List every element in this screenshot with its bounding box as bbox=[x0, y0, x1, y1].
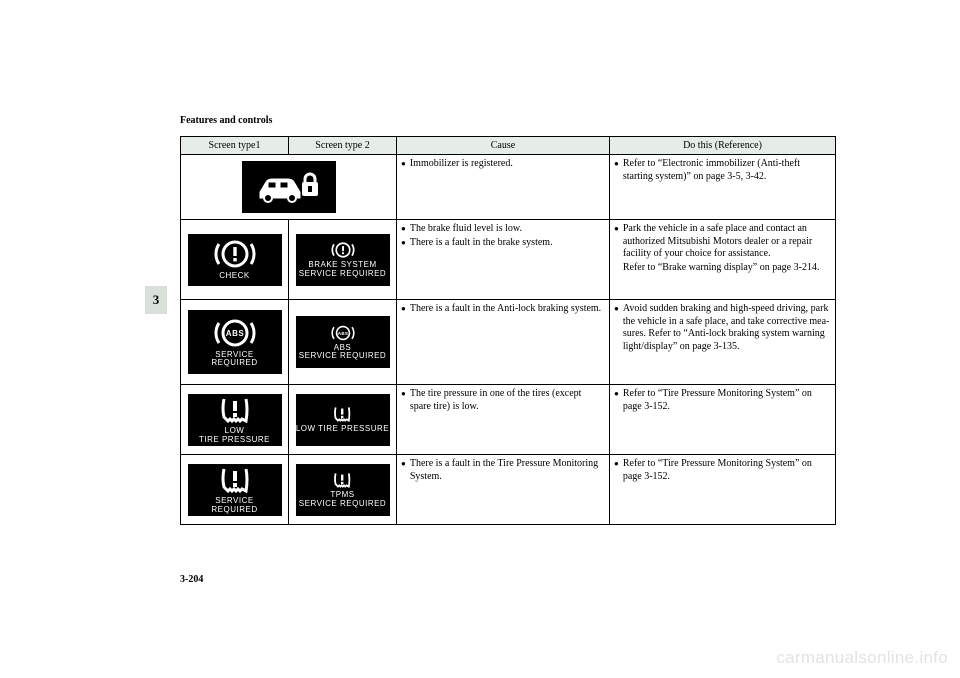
warning-glyph-icon bbox=[327, 241, 359, 259]
screen1-cell: SERVICE REQUIRED bbox=[181, 455, 289, 525]
warning-glyph-icon: ABS bbox=[328, 324, 358, 342]
reference-cell: ● Park the vehicle in a safe place and c… bbox=[610, 220, 836, 300]
bullet-dot-icon: ● bbox=[401, 458, 406, 469]
display-icon: LOW TIRE PRESSURE bbox=[296, 394, 390, 446]
warning-display-table: Screen type1 Screen type 2 Cause Do this… bbox=[180, 136, 836, 525]
display-icon bbox=[242, 161, 336, 213]
cause-cell: ● There is a fault in the Tire Pressure … bbox=[397, 455, 610, 525]
watermark: carmanualsonline.info bbox=[776, 648, 948, 668]
screen1-cell: LOWTIRE PRESSURE bbox=[181, 385, 289, 455]
screen1-cell: ABS SERVICE REQUIRED bbox=[181, 300, 289, 385]
warning-glyph-icon: ABS bbox=[212, 317, 258, 349]
bullet-dot-icon: ● bbox=[614, 158, 619, 169]
display-icon: BRAKE SYSTEMSERVICE REQUIRED bbox=[296, 234, 390, 286]
warning-glyph-icon bbox=[332, 471, 352, 489]
warning-glyph-icon bbox=[212, 238, 258, 270]
cause-cell: ● The brake fluid level is low. ● There … bbox=[397, 220, 610, 300]
reference-cell: ● Refer to “Tire Pressure Monitoring Sys… bbox=[610, 455, 836, 525]
bullet-item: ● Park the vehicle in a safe place and c… bbox=[614, 223, 831, 274]
col-header: Screen type 2 bbox=[289, 137, 397, 155]
cause-cell: ● There is a fault in the Anti-lock brak… bbox=[397, 300, 610, 385]
bullet-dot-icon: ● bbox=[614, 223, 619, 234]
cause-cell: ● Immobilizer is registered. bbox=[397, 155, 610, 220]
col-header: Cause bbox=[397, 137, 610, 155]
bullet-text: There is a fault in the Anti-lock brakin… bbox=[410, 303, 605, 316]
svg-text:ABS: ABS bbox=[225, 329, 244, 338]
display-icon: ABS ABSSERVICE REQUIRED bbox=[296, 316, 390, 368]
warning-glyph-icon bbox=[332, 405, 352, 423]
display-icon: ABS SERVICE REQUIRED bbox=[188, 310, 282, 374]
bullet-item: ● Refer to “Electronic immobilizer (Anti… bbox=[614, 158, 831, 183]
screen2-cell: BRAKE SYSTEMSERVICE REQUIRED bbox=[289, 220, 397, 300]
bullet-text: There is a fault in the brake system. bbox=[410, 237, 605, 250]
bullet-dot-icon: ● bbox=[401, 303, 406, 314]
table-row: ● Immobilizer is registered. ● Refer to … bbox=[181, 155, 836, 220]
bullet-dot-icon: ● bbox=[401, 223, 406, 234]
display-icon: TPMSSERVICE REQUIRED bbox=[296, 464, 390, 516]
bullet-item: ● Avoid sudden braking and high-speed dr… bbox=[614, 303, 831, 353]
bullet-item: ● Refer to “Tire Pressure Monitoring Sys… bbox=[614, 388, 831, 413]
bullet-item: ● Refer to “Tire Pressure Monitoring Sys… bbox=[614, 458, 831, 483]
warning-glyph-icon bbox=[254, 168, 324, 204]
reference-cell: ● Refer to “Tire Pressure Monitoring Sys… bbox=[610, 385, 836, 455]
table-row: SERVICE REQUIRED TPMSSERVICE REQUIRED ● … bbox=[181, 455, 836, 525]
bullet-text: Avoid sudden braking and high-speed driv… bbox=[623, 303, 831, 353]
display-icon: LOWTIRE PRESSURE bbox=[188, 394, 282, 446]
bullet-text: Park the vehicle in a safe place and con… bbox=[623, 223, 831, 274]
bullet-dot-icon: ● bbox=[401, 158, 406, 169]
col-header: Screen type1 bbox=[181, 137, 289, 155]
bullet-dot-icon: ● bbox=[401, 237, 406, 248]
table-row: ABS SERVICE REQUIRED ABS ABSSERVICE REQU… bbox=[181, 300, 836, 385]
bullet-text: There is a fault in the Tire Pressure Mo… bbox=[410, 458, 605, 483]
screen2-cell: ABS ABSSERVICE REQUIRED bbox=[289, 300, 397, 385]
table-row: LOWTIRE PRESSURE LOW TIRE PRESSURE ● The… bbox=[181, 385, 836, 455]
section-title: Features and controls bbox=[180, 115, 835, 126]
screen2-cell: TPMSSERVICE REQUIRED bbox=[289, 455, 397, 525]
bullet-text: The brake fluid level is low. bbox=[410, 223, 605, 236]
page-number: 3-204 bbox=[180, 574, 203, 585]
svg-text:ABS: ABS bbox=[337, 331, 347, 336]
bullet-dot-icon: ● bbox=[614, 458, 619, 469]
warning-glyph-icon bbox=[218, 465, 252, 495]
screen-cell bbox=[181, 155, 397, 220]
screen2-cell: LOW TIRE PRESSURE bbox=[289, 385, 397, 455]
reference-cell: ● Refer to “Electronic immobilizer (Anti… bbox=[610, 155, 836, 220]
screen1-cell: CHECK bbox=[181, 220, 289, 300]
bullet-text: The tire pressure in one of the tires (e… bbox=[410, 388, 605, 413]
display-icon: CHECK bbox=[188, 234, 282, 286]
bullet-text: Refer to “Electronic immobilizer (Anti-t… bbox=[623, 158, 831, 183]
table-row: CHECK BRAKE SYSTEMSERVICE REQUIRED ● The… bbox=[181, 220, 836, 300]
bullet-item: ● The brake fluid level is low. bbox=[401, 223, 605, 236]
table-header-row: Screen type1 Screen type 2 Cause Do this… bbox=[181, 137, 836, 155]
page-content: Features and controls Screen type1 Scree… bbox=[180, 115, 835, 525]
bullet-dot-icon: ● bbox=[614, 303, 619, 314]
bullet-dot-icon: ● bbox=[614, 388, 619, 399]
cause-cell: ● The tire pressure in one of the tires … bbox=[397, 385, 610, 455]
bullet-text: Refer to “Tire Pressure Monitoring Syste… bbox=[623, 388, 831, 413]
warning-glyph-icon bbox=[218, 395, 252, 425]
col-header: Do this (Reference) bbox=[610, 137, 836, 155]
bullet-dot-icon: ● bbox=[401, 388, 406, 399]
bullet-item: ● There is a fault in the Tire Pressure … bbox=[401, 458, 605, 483]
chapter-tab: 3 bbox=[145, 286, 167, 314]
bullet-text: Immobilizer is registered. bbox=[410, 158, 605, 171]
bullet-item: ● There is a fault in the brake system. bbox=[401, 237, 605, 250]
reference-cell: ● Avoid sudden braking and high-speed dr… bbox=[610, 300, 836, 385]
bullet-text: Refer to “Tire Pressure Monitoring Syste… bbox=[623, 458, 831, 483]
bullet-item: ● Immobilizer is registered. bbox=[401, 158, 605, 171]
bullet-item: ● There is a fault in the Anti-lock brak… bbox=[401, 303, 605, 316]
bullet-item: ● The tire pressure in one of the tires … bbox=[401, 388, 605, 413]
display-icon: SERVICE REQUIRED bbox=[188, 464, 282, 516]
